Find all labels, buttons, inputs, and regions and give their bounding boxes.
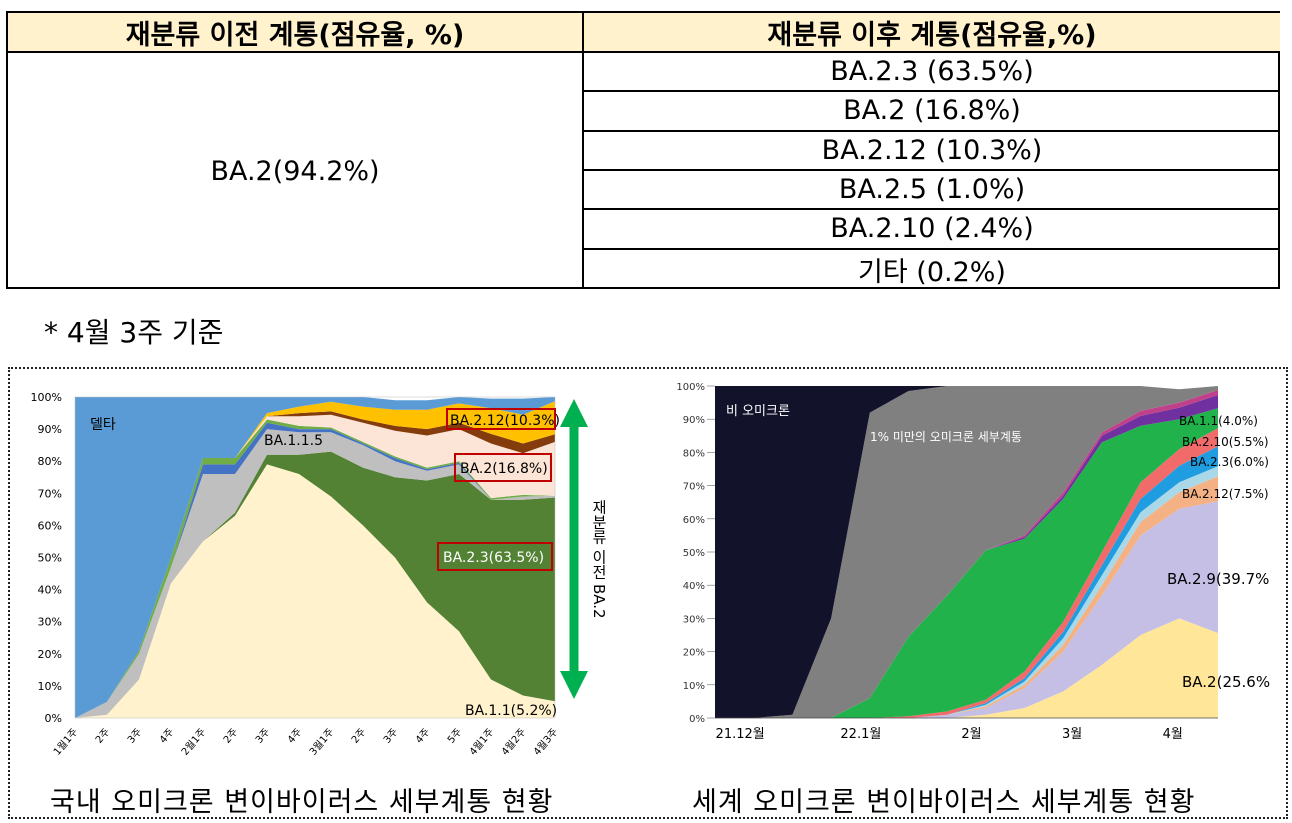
x-tick-label: 3주 bbox=[382, 727, 400, 746]
x-tick-label: 5주 bbox=[446, 727, 464, 746]
y-tick-label: 80% bbox=[38, 455, 62, 468]
series-area-1% 미만의 오미크론 세부계통 bbox=[715, 386, 1218, 718]
label-ba23: BA.2.3(6.0%) bbox=[1190, 455, 1269, 469]
label-ba212: BA.2.12(7.5%) bbox=[1182, 487, 1269, 501]
y-tick-label: 0% bbox=[45, 712, 62, 725]
highlight-box bbox=[437, 542, 553, 571]
x-tick-label: 4월2주 bbox=[499, 726, 528, 758]
basis-note: * 4월 3주 기준 bbox=[44, 316, 224, 349]
y-tick-label: 70% bbox=[38, 487, 62, 500]
x-tick-label: 2주 bbox=[350, 727, 368, 746]
x-tick-label: 4주 bbox=[286, 727, 304, 746]
series-area-BA.2.9(39.7%) bbox=[715, 501, 1218, 718]
x-tick-label: 2주 bbox=[94, 727, 112, 746]
y-tick-label: 90% bbox=[683, 415, 705, 426]
y-tick-label: 50% bbox=[683, 548, 705, 559]
x-tick-label: 2월1주 bbox=[179, 726, 208, 758]
series-area-lineage bbox=[75, 411, 555, 718]
global-lineage-chart: 0% 10% 20% 30% 40% 50% 60% 70% 80% 90% 100% 21.12월 2… bbox=[676, 382, 1270, 742]
highlight-box bbox=[446, 408, 556, 430]
label-ba29: BA.2.9(39.7%) bbox=[1167, 570, 1270, 588]
y-tick-label: 60% bbox=[683, 515, 705, 526]
label-under1: 1% 미만의 오미크론 세부계통 bbox=[870, 430, 1022, 444]
after-row: BA.2.5 (1.0%) bbox=[584, 171, 1280, 211]
domestic-lineage-chart: 0% 10% 20% 30% 40% 50% 60% 70% 80% 90% 100% 1월1주 2주 3… bbox=[31, 391, 608, 758]
series-area-BA.2.12(10.3%) bbox=[75, 401, 555, 718]
after-row: BA.2.12 (10.3%) bbox=[584, 132, 1280, 171]
y-tick-label: 100% bbox=[676, 382, 705, 393]
highlight-box bbox=[454, 453, 552, 482]
after-row: BA.2 (16.8%) bbox=[584, 92, 1280, 132]
series-area-비 오미크론 bbox=[715, 386, 1218, 718]
x-tick-label: 4주 bbox=[414, 727, 432, 746]
y-tick-label: 100% bbox=[31, 391, 62, 404]
x-tick-label: 3주 bbox=[126, 727, 144, 746]
arrow-label: 재분류 이전 BA.2 bbox=[590, 499, 608, 618]
charts-panel: 0% 10% 20% 30% 40% 50% 60% 70% 80% 90% 100% 1월1주 2주 3… bbox=[8, 367, 1288, 819]
plot-frame bbox=[74, 396, 556, 719]
label-ba2: BA.2(16.8%) bbox=[460, 461, 548, 477]
global-caption: 세계 오미크론 변이바이러스 세부계통 현황 bbox=[692, 787, 1196, 818]
arrow-head-down bbox=[560, 671, 588, 699]
x-tick-label: 1월1주 bbox=[51, 726, 80, 758]
x-tick-label: 4주 bbox=[158, 727, 176, 746]
label-ba115: BA.1.1.5 bbox=[264, 433, 323, 449]
label-ba11: BA.1.1(5.2%) bbox=[465, 703, 557, 719]
before-value: BA.2(94.2%) bbox=[8, 53, 584, 289]
x-tick-label: 4월1주 bbox=[467, 726, 496, 758]
series-area-lineage bbox=[715, 466, 1218, 718]
y-tick-label: 10% bbox=[683, 681, 705, 692]
after-row: BA.2.3 (63.5%) bbox=[584, 53, 1280, 93]
x-tick-label: 4월 bbox=[1163, 727, 1183, 742]
label-ba210: BA.2.10(5.5%) bbox=[1182, 435, 1269, 449]
series-area-lineage bbox=[75, 397, 555, 718]
y-tick-label: 80% bbox=[683, 448, 705, 459]
y-tick-label: 40% bbox=[38, 584, 62, 597]
series-area-BA.2.3(63.5%) bbox=[75, 451, 555, 718]
x-tick-label: 2주 bbox=[222, 727, 240, 746]
label-ba23: BA.2.3(63.5%) bbox=[443, 550, 544, 566]
y-tick-label: 90% bbox=[38, 423, 62, 436]
label-ba212: BA.2.12(10.3%) bbox=[450, 413, 560, 429]
y-tick-label: 30% bbox=[683, 614, 705, 625]
domestic-caption: 국내 오미크론 변이바이러스 세부계통 현황 bbox=[50, 787, 554, 818]
y-tick-label: 50% bbox=[38, 552, 62, 565]
y-tick-label: 10% bbox=[38, 680, 62, 693]
arrow-head-up bbox=[560, 399, 588, 427]
header-after: 재분류 이후 계통(점유율,%) bbox=[584, 13, 1280, 53]
y-tick-label: 20% bbox=[683, 648, 705, 659]
header-before: 재분류 이전 계통(점유율, %) bbox=[8, 13, 584, 53]
after-row: 기타 (0.2%) bbox=[858, 256, 1006, 288]
x-tick-label: 3주 bbox=[254, 727, 272, 746]
x-tick-label: 3월1주 bbox=[307, 726, 336, 758]
label-ba11: BA.1.1(4.0%) bbox=[1179, 414, 1258, 428]
x-tick-label: 2월 bbox=[961, 727, 981, 742]
series-area-BA.2(25.6%) bbox=[715, 618, 1218, 718]
after-rows: BA.2.3 (63.5%) BA.2 (16.8%) BA.2.12 (10.… bbox=[584, 53, 1280, 289]
y-tick-label: 30% bbox=[38, 616, 62, 629]
y-tick-label: 0% bbox=[689, 714, 705, 725]
x-tick-label: 3월 bbox=[1062, 727, 1082, 742]
y-tick-label: 20% bbox=[38, 648, 62, 661]
series-area-lineage bbox=[75, 422, 555, 718]
after-row: BA.2.10 (2.4%) bbox=[584, 210, 1280, 250]
x-tick-label: 21.12월 bbox=[716, 727, 765, 742]
x-tick-label: 22.1월 bbox=[840, 727, 881, 742]
y-tick-label: 70% bbox=[683, 482, 705, 493]
y-tick-label: 60% bbox=[38, 519, 62, 532]
x-tick-label: 4월3주 bbox=[531, 726, 560, 758]
label-non-omicron: 비 오미크론 bbox=[726, 404, 790, 419]
y-tick-label: 40% bbox=[683, 581, 705, 592]
label-delta: 델타 bbox=[90, 417, 116, 433]
lineage-table: 재분류 이전 계통(점유율, %) 재분류 이후 계통(점유율,%) BA.2(… bbox=[6, 11, 1280, 289]
series-area-lineage bbox=[715, 408, 1218, 718]
label-ba2: BA.2(25.6%) bbox=[1182, 673, 1270, 691]
series-area-lineage bbox=[75, 429, 555, 718]
series-area-BA.1.1(5.2%) bbox=[75, 464, 555, 718]
